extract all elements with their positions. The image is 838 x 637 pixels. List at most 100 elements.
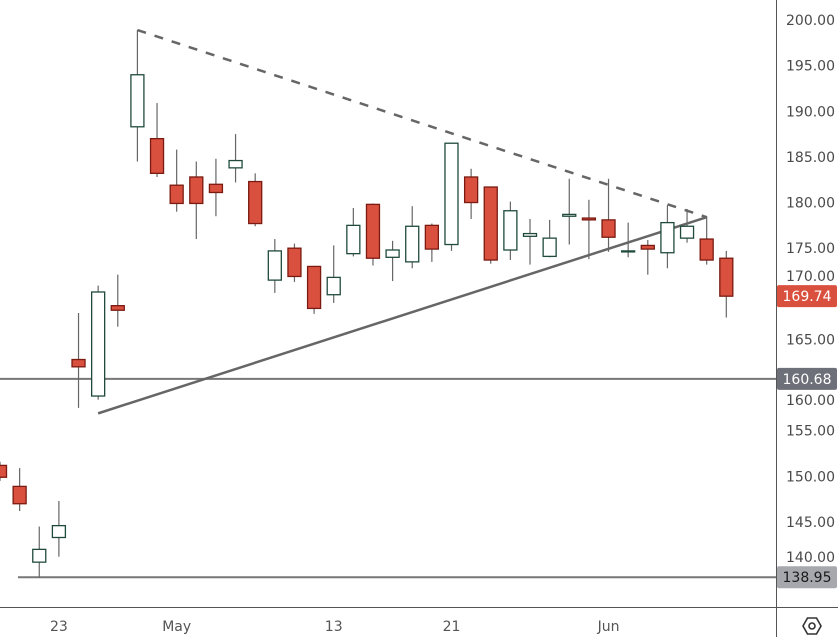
candle-body xyxy=(189,176,204,205)
candle xyxy=(601,178,616,252)
candle-body xyxy=(169,184,184,205)
candle-body xyxy=(32,548,47,563)
candle-body xyxy=(405,225,420,263)
candle-body xyxy=(228,159,243,169)
candle-body xyxy=(0,464,8,478)
candle xyxy=(483,186,498,264)
candle-body xyxy=(699,238,714,261)
candle-body xyxy=(679,225,695,239)
candle xyxy=(32,526,47,578)
level-price-badge-bg xyxy=(777,367,837,390)
y-tick-label: 200.00 xyxy=(786,13,835,29)
candle xyxy=(12,468,27,512)
y-tick-label: 155.00 xyxy=(786,424,835,440)
candle-body xyxy=(503,210,518,251)
candle xyxy=(522,218,538,265)
candle-body xyxy=(110,305,125,311)
y-tick-label: 180.00 xyxy=(786,196,835,212)
candle xyxy=(51,500,67,557)
candle xyxy=(562,178,577,245)
level-price-badge: 160.68 xyxy=(777,367,837,390)
x-tick-label: May xyxy=(162,619,191,635)
candle-body xyxy=(385,249,400,258)
y-tick-label: 175.00 xyxy=(786,241,835,257)
candle xyxy=(189,161,204,240)
x-tick-label: 23 xyxy=(50,619,68,635)
candle xyxy=(130,30,145,162)
candle-body xyxy=(424,224,440,250)
x-tick-label: Jun xyxy=(597,619,620,635)
candle-body xyxy=(346,224,361,255)
candle xyxy=(71,312,86,408)
candle-body xyxy=(463,176,479,204)
candle xyxy=(699,216,714,265)
y-tick-label: 185.00 xyxy=(786,150,835,166)
candle xyxy=(346,208,361,257)
candle xyxy=(621,222,636,258)
candle xyxy=(169,149,184,212)
candle xyxy=(326,245,341,303)
candle xyxy=(228,134,243,183)
y-tick-label: 140.00 xyxy=(786,550,835,566)
y-tick-label: 195.00 xyxy=(786,59,835,75)
candle-body xyxy=(91,291,106,397)
candle xyxy=(581,199,597,260)
candle-body xyxy=(51,524,67,539)
candle-body xyxy=(562,213,577,217)
y-tick-label: 150.00 xyxy=(786,469,835,485)
y-tick-label: 160.00 xyxy=(786,393,835,409)
candle xyxy=(365,203,381,266)
candle-body xyxy=(306,265,322,310)
candle-body xyxy=(287,247,302,278)
last-price-badge-bg xyxy=(777,285,837,308)
candle-body xyxy=(640,244,655,250)
candle-body xyxy=(621,250,636,253)
last-price-badge-text: 169.74 xyxy=(783,289,832,305)
candle-body xyxy=(326,276,341,296)
candle xyxy=(542,219,557,258)
candle-body xyxy=(522,232,538,237)
candle xyxy=(679,208,695,243)
y-tick-label: 145.00 xyxy=(786,515,835,531)
level-price-badge: 138.95 xyxy=(777,566,837,589)
candle xyxy=(267,239,282,293)
candle-body xyxy=(542,237,557,258)
y-tick-label: 190.00 xyxy=(786,104,835,120)
candle-body xyxy=(12,485,27,505)
candle-body xyxy=(581,217,597,221)
candle xyxy=(405,206,420,269)
candle xyxy=(287,243,302,282)
candle xyxy=(660,205,675,269)
hexagon-settings-icon[interactable] xyxy=(802,617,822,635)
candle-body xyxy=(149,138,165,174)
candle-body xyxy=(444,142,459,246)
level-price-badge-text: 160.68 xyxy=(783,372,832,388)
y-tick-label: 165.00 xyxy=(786,332,835,348)
x-tick-label: 21 xyxy=(443,619,461,635)
candle xyxy=(444,142,459,251)
candle xyxy=(91,285,106,400)
candle-body xyxy=(483,186,498,261)
ascending-support-trendline xyxy=(97,215,708,415)
candle xyxy=(248,173,263,227)
candle xyxy=(503,201,518,261)
candle xyxy=(208,158,224,217)
y-tick-label: 170.00 xyxy=(786,269,835,285)
candle-body xyxy=(660,221,675,254)
x-tick-label: 13 xyxy=(325,619,343,635)
candle-body xyxy=(71,358,86,368)
candle xyxy=(640,239,655,275)
candle xyxy=(0,461,8,481)
candle xyxy=(463,168,479,219)
candle-body xyxy=(365,203,381,259)
candle-body xyxy=(130,74,145,128)
candle xyxy=(110,274,125,327)
candle xyxy=(149,103,165,177)
candle xyxy=(424,223,440,262)
candle-body xyxy=(601,219,616,238)
candle-body xyxy=(719,257,734,297)
level-price-badge-text: 138.95 xyxy=(783,570,832,586)
level-price-badge-bg xyxy=(777,566,837,589)
candle xyxy=(306,265,322,314)
